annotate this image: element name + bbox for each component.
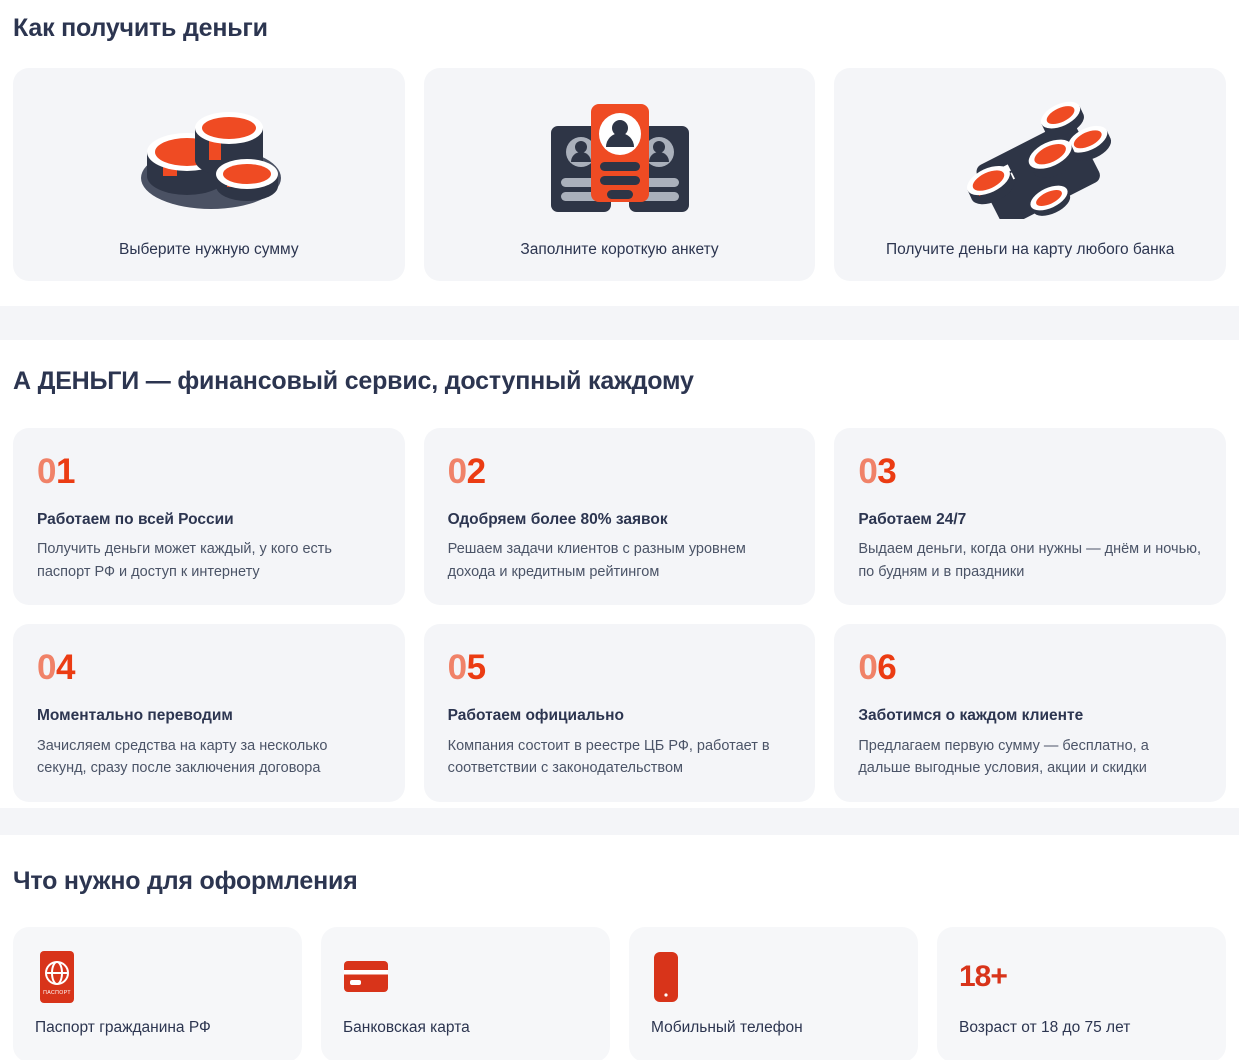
benefit-card: 01 Работаем по всей России Получить день…: [13, 428, 405, 606]
benefit-number: 03: [858, 452, 897, 491]
age-18-plus-glyph: 18+: [959, 960, 1008, 993]
benefit-number: 06: [858, 648, 897, 688]
passport-icon: ПАСПОРТ: [35, 949, 79, 1005]
benefit-text: Зачисляем средства на карту за несколько…: [37, 737, 328, 777]
benefit-heading: Работаем 24/7: [858, 511, 967, 528]
benefit-text: Выдаем деньги, когда они нужны — днём и …: [858, 541, 1202, 580]
benefit-heading: Моментально переводим: [37, 707, 233, 725]
benefit-text: Компания состоит в реестре ЦБ РФ, работа…: [447, 737, 770, 777]
benefit-card: 02 Одобряем более 80% заявок Решаем зада…: [423, 428, 816, 606]
step-label: Выберите нужную сумму: [119, 241, 299, 258]
mobile-phone-icon: [651, 949, 681, 1005]
benefit-number: 05: [447, 648, 486, 688]
section-divider-2: [0, 808, 1239, 835]
step-card-receive-money[interactable]: Получите деньги на карту любого банка: [834, 68, 1227, 281]
coin-stack-icon: [119, 94, 299, 219]
passport-icon-label: ПАСПОРТ: [43, 990, 71, 996]
step-card-fill-form[interactable]: Заполните короткую анкету: [423, 68, 816, 281]
benefit-heading: Одобряем более 80% заявок: [447, 511, 668, 528]
benefit-number: 01: [37, 452, 75, 491]
benefit-text: Решаем задачи клиентов с разным уровнем …: [447, 541, 746, 580]
bank-card-icon: [343, 949, 389, 1005]
requirement-label: Мобильный телефон: [651, 1019, 803, 1036]
step-card-choose-amount[interactable]: Выберите нужную сумму: [13, 68, 405, 281]
benefit-heading: Работаем официально: [447, 707, 624, 725]
benefit-card: 03 Работаем 24/7 Выдаем деньги, когда он…: [834, 428, 1226, 606]
how-to-section-title: Как получить деньги: [13, 14, 268, 42]
requirement-card-passport[interactable]: ПАСПОРТ Паспорт гражданина РФ: [13, 927, 302, 1060]
benefits-grid: 01 Работаем по всей России Получить день…: [13, 428, 1226, 802]
requirement-card-bank-card[interactable]: Банковская карта: [321, 927, 610, 1060]
card-with-coins-icon: [943, 94, 1118, 219]
benefit-card: 04 Моментально переводим Зачисляем средс…: [13, 624, 405, 802]
benefit-text: Предлагаем первую сумму — бесплатно, а д…: [858, 737, 1149, 777]
requirements-section-title: Что нужно для оформления: [13, 867, 358, 895]
benefit-card: 06 Заботимся о каждом клиенте Предлагаем…: [834, 624, 1226, 802]
requirement-label: Паспорт гражданина РФ: [35, 1019, 211, 1036]
steps-row: Выберите нужную сумму: [13, 68, 1227, 281]
id-cards-icon: [545, 94, 695, 219]
age-18-plus-icon: 18+: [959, 949, 1008, 1005]
requirement-card-age[interactable]: 18+ Возраст от 18 до 75 лет: [937, 927, 1226, 1060]
section-divider-1: [0, 306, 1239, 340]
requirement-label: Банковская карта: [343, 1019, 470, 1036]
benefit-number: 02: [447, 452, 486, 491]
requirements-row: ПАСПОРТ Паспорт гражданина РФ Банковская…: [13, 927, 1226, 1060]
step-label: Заполните короткую анкету: [520, 241, 719, 258]
benefit-number: 04: [37, 648, 75, 688]
benefit-heading: Работаем по всей России: [37, 511, 234, 528]
step-label: Получите деньги на карту любого банка: [885, 241, 1175, 258]
benefits-section-title: А ДЕНЬГИ — финансовый сервис, доступный …: [13, 367, 694, 395]
requirement-card-mobile-phone[interactable]: Мобильный телефон: [629, 927, 918, 1060]
benefit-text: Получить деньги может каждый, у кого ест…: [37, 541, 332, 580]
benefit-heading: Заботимся о каждом клиенте: [858, 707, 1084, 725]
benefit-card: 05 Работаем официально Компания состоит …: [423, 624, 816, 802]
requirement-label: Возраст от 18 до 75 лет: [959, 1019, 1131, 1036]
